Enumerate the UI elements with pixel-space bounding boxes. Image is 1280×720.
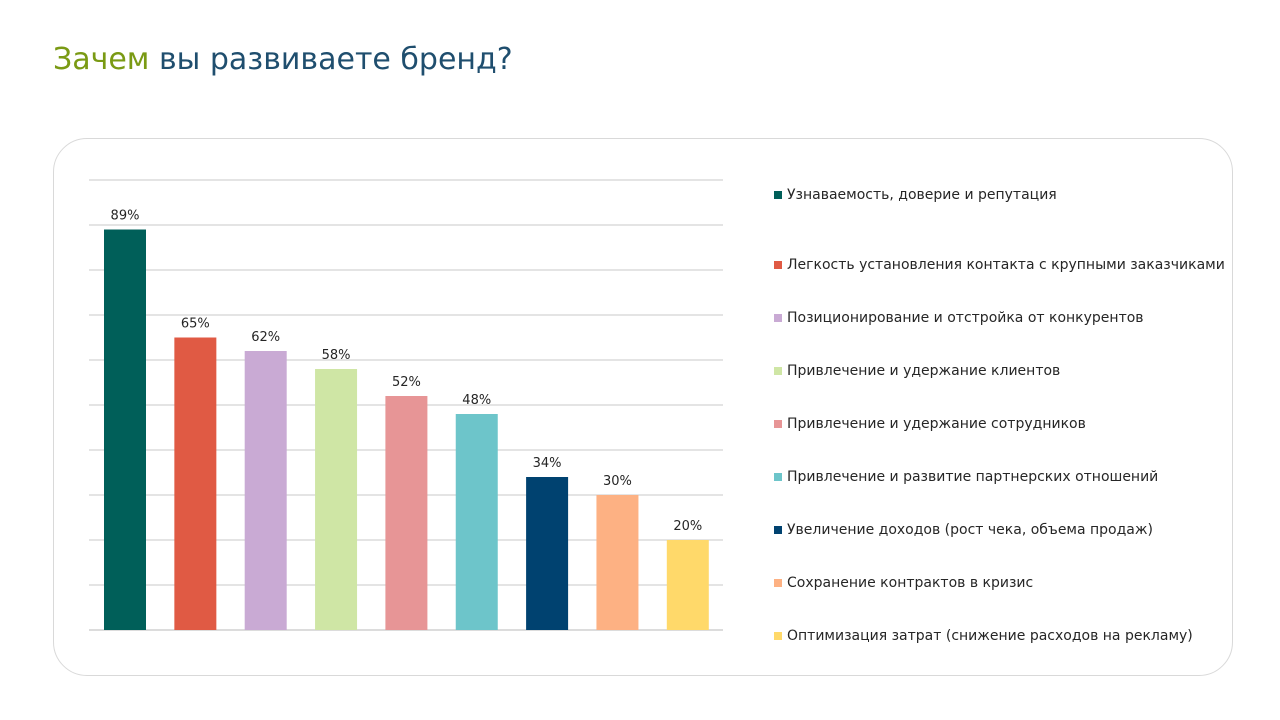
- legend-label: Привлечение и развитие партнерских отнош…: [787, 468, 1159, 485]
- title-rest: вы развиваете бренд?: [149, 42, 513, 77]
- legend-label: Легкость установления контакта с крупным…: [787, 256, 1225, 273]
- legend-label: Привлечение и удержание сотрудников: [787, 415, 1086, 432]
- bar-4: [315, 369, 358, 630]
- legend-swatch-icon: [774, 260, 782, 269]
- legend-swatch-icon: [774, 631, 782, 640]
- legend-item-1: Узнаваемость, доверие и репутация: [774, 185, 1225, 205]
- data-label-5: 52%: [392, 375, 421, 390]
- bar-9: [666, 540, 709, 630]
- data-label-3: 62%: [251, 330, 280, 345]
- legend-swatch-icon: [774, 313, 782, 322]
- data-label-8: 30%: [603, 474, 632, 489]
- data-label-7: 34%: [533, 456, 562, 471]
- legend-label: Увеличение доходов (рост чека, объема пр…: [787, 521, 1153, 538]
- bar-2: [174, 337, 217, 630]
- legend-item-2: Легкость установления контакта с крупным…: [774, 238, 1225, 291]
- data-label-9: 20%: [673, 519, 702, 534]
- legend-swatch-icon: [774, 472, 782, 481]
- legend-swatch-icon: [774, 419, 782, 428]
- bar-3: [244, 351, 287, 630]
- bar-8: [596, 495, 639, 630]
- legend-item-5: Привлечение и удержание сотрудников: [774, 397, 1225, 450]
- legend-swatch-icon: [774, 191, 782, 199]
- page-title: Зачем вы развиваете бренд?: [53, 40, 513, 80]
- chart-legend: Узнаваемость, доверие и репутация Легкост…: [774, 185, 1225, 662]
- legend-item-3: Позиционирование и отстройка от конкурен…: [774, 291, 1225, 344]
- legend-swatch-icon: [774, 366, 782, 375]
- legend-swatch-icon: [774, 578, 782, 587]
- bar-7: [526, 477, 569, 630]
- title-accent: Зачем: [53, 42, 150, 77]
- data-label-6: 48%: [462, 393, 491, 408]
- legend-label: Привлечение и удержание клиентов: [787, 362, 1061, 379]
- bar-6: [455, 414, 498, 630]
- legend-item-7: Увеличение доходов (рост чека, объема пр…: [774, 503, 1225, 556]
- legend-item-9: Оптимизация затрат (снижение расходов на…: [774, 609, 1225, 662]
- bar-1: [104, 229, 146, 630]
- data-label-2: 65%: [181, 317, 210, 332]
- legend-label: Позиционирование и отстройка от конкурен…: [787, 309, 1144, 326]
- legend-label: Оптимизация затрат (снижение расходов на…: [787, 627, 1193, 644]
- legend-item-8: Сохранение контрактов в кризис: [774, 556, 1225, 609]
- legend-item-4: Привлечение и удержание клиентов: [774, 344, 1225, 397]
- legend-label: Узнаваемость, доверие и репутация: [787, 187, 1057, 203]
- bar-5: [385, 396, 428, 630]
- legend-label: Сохранение контрактов в кризис: [787, 574, 1034, 591]
- data-label-1: 89%: [111, 209, 140, 224]
- legend-item-6: Привлечение и развитие партнерских отнош…: [774, 450, 1225, 503]
- legend-swatch-icon: [774, 525, 782, 534]
- data-label-4: 58%: [322, 348, 351, 363]
